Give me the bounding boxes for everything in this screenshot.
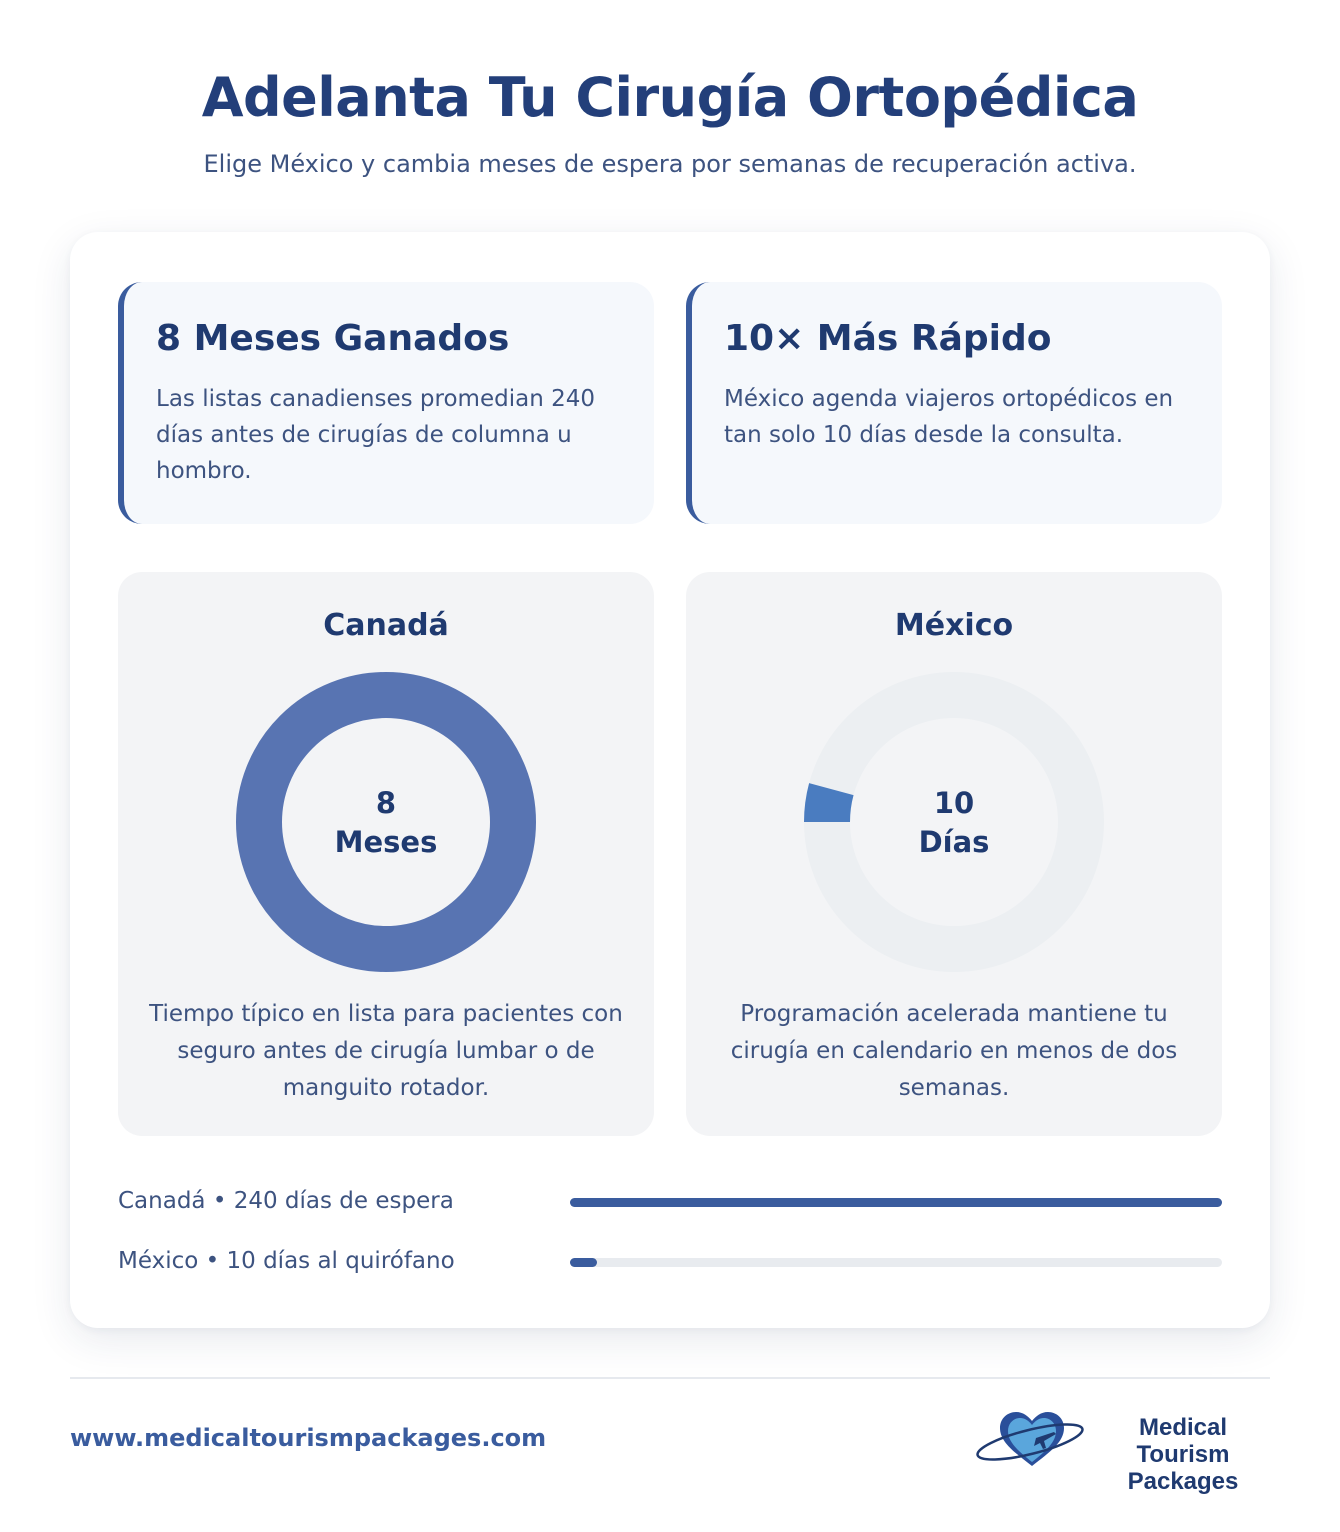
heart-plane-icon: [976, 1412, 1084, 1466]
page-subtitle: Elige México y cambia meses de espera po…: [203, 150, 1137, 178]
bar-fill-canada: [570, 1198, 1222, 1207]
bar-fill-mexico: [570, 1258, 598, 1267]
mexico-donut-chart: [804, 672, 1104, 972]
logo-line-2: Packages: [1127, 1468, 1239, 1495]
panel-canada: Canadá 8 Meses Tiempo típico en lista pa…: [118, 572, 654, 1136]
panel-text: Programación acelerada mantiene tu cirug…: [730, 1001, 1178, 1101]
donut-segment: [236, 672, 536, 972]
bar-label: Canadá • 240 días de espera: [118, 1188, 454, 1214]
stat-heading: 8 Meses Ganados: [156, 318, 510, 359]
panel-text: Tiempo típico en lista para pacientes co…: [149, 1001, 623, 1101]
donut-unit: Meses: [334, 825, 438, 859]
brand-logo: Medical Tourism Packages: [974, 1406, 1274, 1495]
panel-title: Canadá: [323, 608, 449, 643]
bar-row-canada: Canadá • 240 días de espera: [118, 1184, 1222, 1224]
bar-label: México • 10 días al quirófano: [118, 1248, 455, 1274]
donut-center-label: 10 Días: [854, 784, 1054, 862]
donut-value: 10: [933, 786, 975, 820]
stat-heading: 10× Más Rápido: [724, 318, 1052, 359]
donut-segment: [804, 783, 854, 823]
stat-text: Las listas canadienses promedian 240 día…: [156, 386, 595, 484]
panel-mexico: México 10 Días Programación acelerada ma…: [686, 572, 1222, 1136]
donut-value: 8: [375, 786, 397, 820]
panel-title: México: [894, 608, 1014, 643]
stat-text: México agenda viajeros ortopédicos en ta…: [724, 386, 1174, 448]
donut-center-label: 8 Meses: [286, 784, 486, 862]
stat-card-faster: 10× Más Rápido México agenda viajeros or…: [686, 282, 1222, 524]
logo-wordmark: Medical Tourism Packages: [1092, 1414, 1274, 1495]
stat-card-months-gained: 8 Meses Ganados Las listas canadienses p…: [118, 282, 654, 524]
footer-divider: [70, 1377, 1270, 1379]
page-title: Adelanta Tu Cirugía Ortopédica: [201, 66, 1139, 129]
logo-line-1: Medical Tourism: [1136, 1414, 1230, 1468]
bar-track: [570, 1258, 1222, 1267]
bar-row-mexico: México • 10 días al quirófano: [118, 1244, 1222, 1284]
canada-donut-chart: [236, 672, 536, 972]
website-link[interactable]: www.medicaltourismpackages.com: [70, 1424, 547, 1452]
donut-unit: Días: [918, 825, 990, 859]
bar-track: [570, 1198, 1222, 1207]
